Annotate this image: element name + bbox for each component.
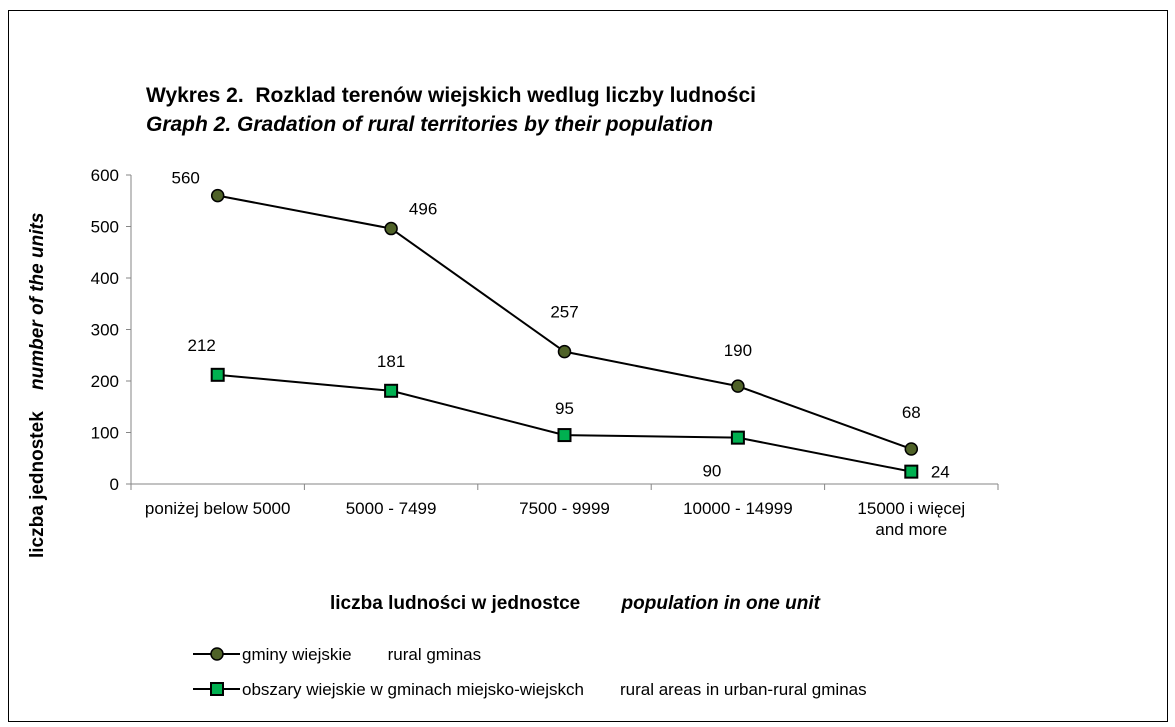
legend-marker [210,682,224,696]
axes [126,174,999,490]
chart-subtitle: Graph 2. Gradation of rural territories … [146,113,714,136]
data-point [904,442,919,456]
data-label: 257 [550,303,578,322]
data-labels: 560 496 257 190 68 212 181 95 90 24 [172,169,950,482]
data-label: 68 [902,403,921,422]
y-tick-label: 0 [110,475,119,494]
y-axis-label-en: number of the units [27,213,48,390]
legend-entry: gminy wiejskie rural gminas [242,645,481,664]
data-label: 181 [377,352,405,371]
x-tick-label: 10000 - 14999 [683,499,793,518]
chart-title: Wykres 2. Rozklad terenów wiejskich wedl… [146,84,756,107]
data-point [210,188,225,203]
x-tick-label: 7500 - 9999 [519,499,610,518]
y-tick-label: 200 [91,372,119,391]
y-tick-label: 100 [91,424,119,443]
data-label: 496 [409,200,437,219]
x-tick-label-line: 15000 i więcej [857,499,965,518]
legend: gminy wiejskie rural gminas obszary wiejsk… [193,645,867,699]
x-tick-label: 15000 i więcej and more [857,499,965,539]
data-label: 212 [188,336,216,355]
data-point [730,430,745,445]
legend-entry-en: rural areas in urban-rural gminas [620,680,867,699]
x-tick-label-line: 7500 - 9999 [519,499,610,518]
x-tick-label: poniżej below 5000 [145,499,291,518]
data-label: 24 [931,463,950,482]
y-tick-label: 400 [91,269,119,288]
y-axis-label: liczba jednostek number of the units [27,213,48,558]
tick-labels: 0 100 200 300 400 500 600 poniżej below 5000 500… [91,166,966,539]
data-point [557,344,572,359]
data-label: 190 [724,341,752,360]
y-tick-label: 600 [91,166,119,185]
legend-entry-pl: gminy wiejskie [242,645,352,664]
series-markers [210,188,919,479]
data-point [904,464,919,479]
x-tick-label-line: and more [875,520,947,539]
x-axis-label-pl: liczba ludności w jednostce [330,593,580,614]
legend-entry: obszary wiejskie w gminach miejsko-wiejs… [242,680,867,699]
series-line-2 [217,373,912,473]
data-point [731,379,745,393]
x-tick-label-line: 5000 - 7499 [346,499,437,518]
x-tick-label-line: 10000 - 14999 [683,499,793,518]
x-axis-label-en: population in one unit [621,593,821,614]
legend-entry-en: rural gminas [388,645,482,664]
legend-marker [210,647,224,661]
y-axis-label-pl: liczba jednostek [27,411,48,558]
data-point [384,383,399,398]
y-tick-label: 500 [91,218,119,237]
legend-entry-pl: obszary wiejskie w gminach miejsko-wiejs… [242,680,584,699]
data-label: 90 [702,462,721,481]
data-point [557,428,572,443]
data-label: 560 [172,169,200,188]
x-axis-label: liczba ludności w jednostce population i… [330,593,821,614]
data-point [384,221,398,236]
data-point [210,367,225,382]
chart-frame [8,10,1168,722]
x-tick-label: 5000 - 7499 [346,499,437,518]
y-tick-label: 300 [91,321,119,340]
x-tick-label-line: poniżej below 5000 [145,499,291,518]
data-label: 95 [555,399,574,418]
